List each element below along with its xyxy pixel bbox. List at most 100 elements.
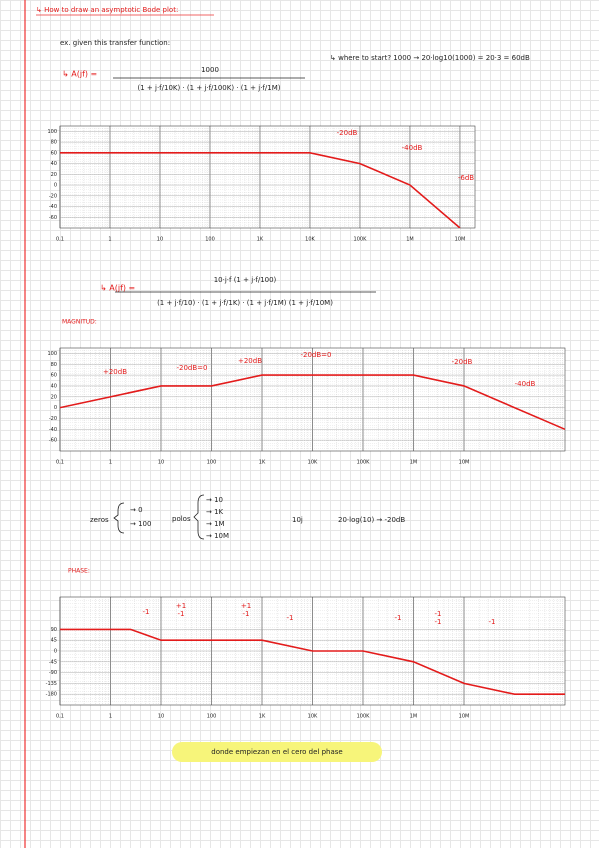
annotation: -40dB — [402, 144, 423, 152]
x-tick-label: 10K — [308, 460, 318, 466]
y-tick-label: 20 — [51, 172, 57, 178]
formula-lhs: ↳ A(jf) = — [100, 284, 135, 293]
x-tick-label: 10 — [158, 714, 164, 720]
highlight — [172, 742, 382, 762]
line-series — [60, 152, 461, 228]
zero-item: → 0 — [130, 506, 143, 514]
pole-item: → 1K — [206, 508, 224, 516]
y-tick-label: -60 — [49, 438, 57, 444]
start-note: ↳ where to start? 1000 → 20·log10(1000) … — [330, 54, 530, 62]
x-tick-label: 10 — [158, 460, 164, 466]
y-tick-label: -180 — [46, 692, 57, 698]
x-tick-label: 1K — [257, 237, 264, 243]
y-tick-label: 60 — [51, 150, 57, 156]
x-tick-label: 0,1 — [56, 460, 64, 466]
annotation: -1 — [178, 610, 185, 618]
y-tick-label: -60 — [49, 215, 57, 221]
y-tick-label: 80 — [51, 140, 57, 146]
pole-item: → 1M — [206, 520, 225, 528]
y-tick-label: -135 — [46, 681, 57, 687]
x-tick-label: 100 — [207, 714, 217, 720]
y-tick-label: -20 — [49, 193, 57, 199]
annotation: -20dB — [337, 129, 358, 137]
y-tick-label: 45 — [51, 638, 57, 644]
plot-area — [59, 125, 476, 229]
footer-note: donde empiezan en el cero del phase — [211, 748, 342, 756]
annotation: -1 — [143, 608, 150, 616]
y-tick-label: -40 — [49, 427, 57, 433]
annotation: +1 — [241, 602, 251, 610]
line-series — [60, 628, 565, 696]
annotation: -1 — [435, 618, 442, 626]
x-tick-label: 10M — [459, 460, 470, 466]
y-tick-label: 0 — [54, 183, 57, 189]
x-tick-label: 100 — [205, 237, 215, 243]
annotation: -20dB — [452, 358, 473, 366]
pole-item: → 10 — [206, 496, 223, 504]
y-tick-label: 80 — [51, 362, 57, 368]
y-tick-label: 100 — [47, 351, 57, 357]
x-tick-label: 100K — [357, 714, 371, 720]
annotation: -1 — [287, 614, 294, 622]
pole-item: → 10M — [206, 532, 229, 540]
intro: ex. given this transfer function: — [60, 39, 170, 47]
formula-lhs: ↳ A(jf) = — [62, 70, 97, 79]
x-tick-label: 10M — [455, 237, 466, 243]
heading: ↳ How to draw an asymptotic Bode plot: — [36, 6, 178, 14]
y-tick-label: 20 — [51, 394, 57, 400]
annotation: -1 — [395, 614, 402, 622]
x-tick-label: 0,1 — [56, 714, 64, 720]
zeros-label: zeros — [90, 516, 109, 524]
formula-denominator: (1 + j·f/10K) · (1 + j·f/100K) · (1 + j·… — [138, 84, 281, 92]
y-tick-label: -40 — [49, 204, 57, 210]
annotation: -20dB=0 — [301, 351, 332, 359]
x-tick-label: 100K — [354, 237, 368, 243]
line-series — [60, 374, 565, 431]
poles-label: polos — [172, 515, 191, 523]
x-tick-label: 1M — [410, 460, 418, 466]
annotation: -6dB — [458, 174, 474, 182]
x-tick-label: 0,1 — [56, 237, 64, 243]
note: 10j — [292, 516, 303, 524]
x-tick-label: 1K — [259, 460, 266, 466]
annotation: +20dB — [103, 368, 127, 376]
y-tick-label: 40 — [51, 161, 57, 167]
annotation: -1 — [435, 610, 442, 618]
annotation: -40dB — [515, 380, 536, 388]
x-tick-label: 1K — [259, 714, 266, 720]
section-label: MAGNITUD: — [62, 319, 97, 326]
formula-numerator: 10·j·f (1 + j·f/100) — [214, 276, 277, 284]
x-tick-label: 10K — [308, 714, 318, 720]
formula-numerator: 1000 — [201, 66, 219, 74]
annotation: -20dB=0 — [177, 364, 208, 372]
x-tick-label: 1M — [410, 714, 418, 720]
annotation: -1 — [489, 618, 496, 626]
x-tick-label: 1M — [406, 237, 414, 243]
y-tick-label: -45 — [49, 659, 57, 665]
y-tick-label: 60 — [51, 373, 57, 379]
annotation: +20dB — [238, 357, 262, 365]
y-tick-label: 0 — [54, 649, 57, 655]
brace — [113, 502, 125, 534]
y-tick-label: -90 — [49, 670, 57, 676]
annotation: -1 — [243, 610, 250, 618]
annotation: +1 — [176, 602, 186, 610]
x-tick-label: 100 — [207, 460, 217, 466]
y-tick-label: 40 — [51, 383, 57, 389]
y-tick-label: -20 — [49, 416, 57, 422]
x-tick-label: 10K — [305, 237, 315, 243]
zero-item: → 100 — [130, 520, 151, 528]
x-tick-label: 10 — [157, 237, 163, 243]
brace — [193, 494, 205, 540]
y-tick-label: 0 — [54, 405, 57, 411]
x-tick-label: 1 — [109, 714, 112, 720]
formula-denominator: (1 + j·f/10) · (1 + j·f/1K) · (1 + j·f/1… — [157, 299, 333, 307]
note: 20·log(10) → -20dB — [338, 516, 405, 524]
x-tick-label: 1 — [109, 460, 112, 466]
y-tick-label: 90 — [51, 627, 57, 633]
y-tick-label: 100 — [47, 129, 57, 135]
x-tick-label: 100K — [357, 460, 371, 466]
x-tick-label: 1 — [108, 237, 111, 243]
